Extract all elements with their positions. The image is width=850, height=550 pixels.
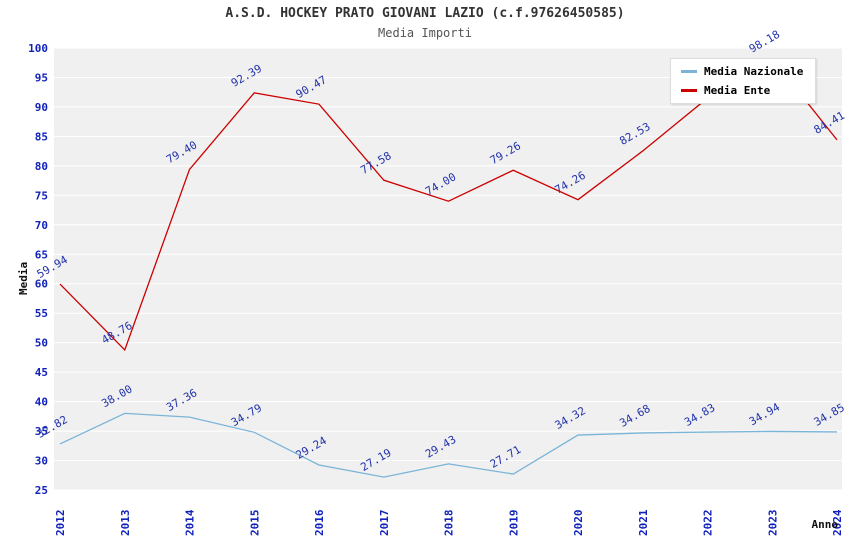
y-tick-label: 55 xyxy=(35,307,48,320)
x-tick-label: 2017 xyxy=(378,510,391,537)
x-tick-label: 2021 xyxy=(637,509,650,536)
y-axis-title: Media xyxy=(17,262,30,295)
x-tick-label: 2019 xyxy=(507,510,520,537)
x-tick-label: 2018 xyxy=(443,510,456,537)
x-tick-label: 2022 xyxy=(702,510,715,537)
x-tick-label: 2013 xyxy=(119,510,132,537)
y-tick-label: 50 xyxy=(35,337,48,350)
legend-swatch-ente-icon xyxy=(681,89,697,92)
series-line-0 xyxy=(59,412,838,478)
x-tick-label: 2024 xyxy=(831,509,844,536)
y-tick-label: 45 xyxy=(35,366,48,379)
y-tick-label: 60 xyxy=(35,278,48,291)
x-axis-title: Anno xyxy=(812,518,839,531)
y-tick-label: 30 xyxy=(35,455,48,468)
y-tick-label: 90 xyxy=(35,101,48,114)
y-tick-label: 35 xyxy=(35,425,48,438)
y-tick-label: 80 xyxy=(35,160,48,173)
y-tick-label: 100 xyxy=(28,42,48,55)
y-tick-label: 25 xyxy=(35,484,48,497)
legend-label-ente: Media Ente xyxy=(704,84,771,97)
chart-title: A.S.D. HOCKEY PRATO GIOVANI LAZIO (c.f.9… xyxy=(225,6,625,21)
x-tick-label: 2014 xyxy=(184,509,197,536)
x-tick-label: 2016 xyxy=(313,509,326,536)
y-tick-label: 40 xyxy=(35,396,48,409)
chart-subtitle: Media Importi xyxy=(378,26,472,40)
x-tick-label: 2020 xyxy=(572,510,585,537)
x-tick-label: 2023 xyxy=(766,510,779,537)
legend-item-media-nazionale: Media Nazionale xyxy=(681,65,803,78)
y-tick-label: 70 xyxy=(35,219,48,232)
legend-swatch-nazionale-icon xyxy=(681,70,697,73)
x-tick-label: 2012 xyxy=(54,510,67,537)
legend-label-nazionale: Media Nazionale xyxy=(704,65,804,78)
legend: Media Nazionale Media Ente xyxy=(670,58,817,104)
plot-background xyxy=(54,48,842,490)
legend-item-media-ente: Media Ente xyxy=(681,84,803,97)
y-tick-label: 65 xyxy=(35,248,48,261)
x-tick-label: 2015 xyxy=(248,510,261,537)
y-tick-label: 95 xyxy=(35,71,48,84)
y-tick-label: 85 xyxy=(35,130,48,143)
y-tick-label: 75 xyxy=(35,189,48,202)
